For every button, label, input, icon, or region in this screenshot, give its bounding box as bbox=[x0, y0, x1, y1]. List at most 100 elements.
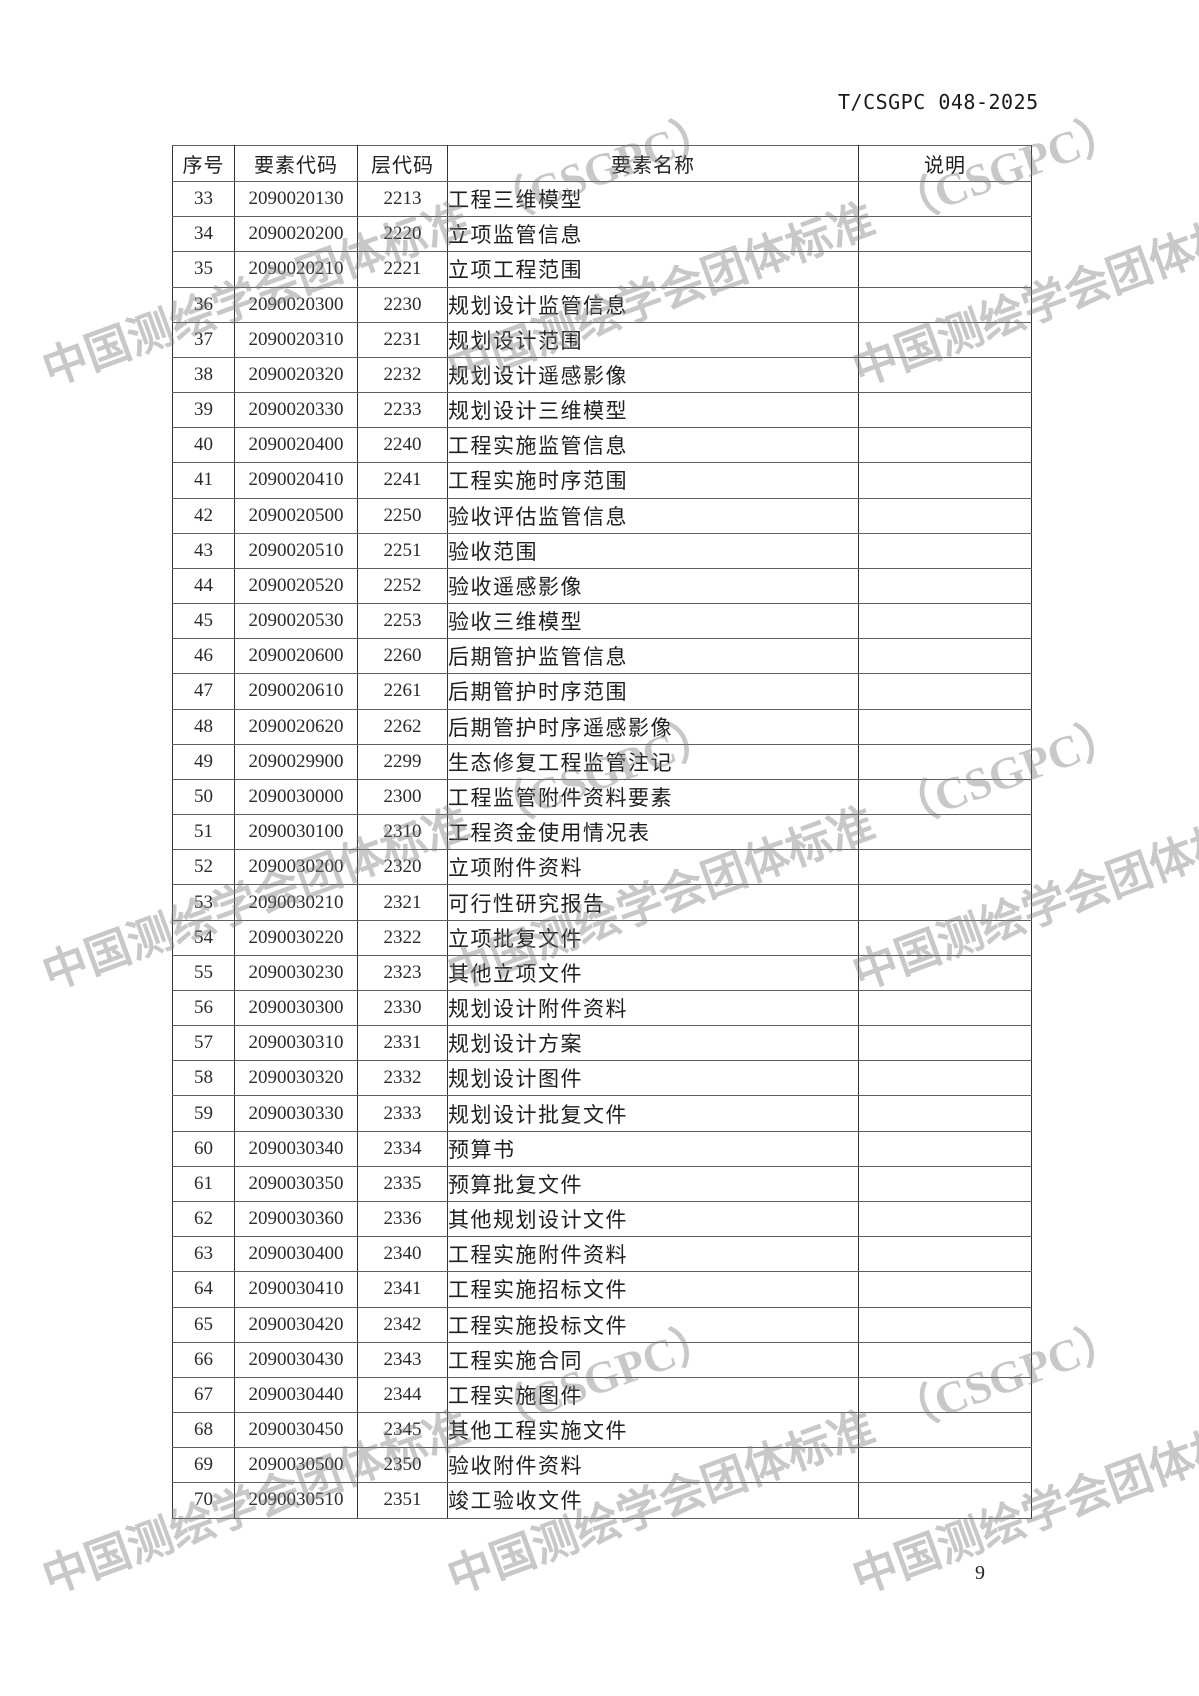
cell-no: 64 bbox=[172, 1271, 235, 1308]
table-row: 43 2090020510 2251 验收范围 bbox=[172, 532, 1032, 569]
cell-no: 43 bbox=[172, 532, 235, 569]
table-row: 53 2090030210 2321 可行性研究报告 bbox=[172, 884, 1032, 921]
cell-no: 63 bbox=[172, 1236, 235, 1273]
cell-name: 竣工验收文件 bbox=[447, 1482, 859, 1519]
cell-name: 其他立项文件 bbox=[447, 954, 859, 991]
cell-name: 立项附件资料 bbox=[447, 849, 859, 886]
table-row: 41 2090020410 2241 工程实施时序范围 bbox=[172, 462, 1032, 499]
cell-code: 2090020500 bbox=[234, 497, 358, 534]
table-row: 44 2090020520 2252 验收遥感影像 bbox=[172, 567, 1032, 605]
table-row: 57 2090030310 2331 规划设计方案 bbox=[172, 1025, 1032, 1062]
table-row: 49 2090029900 2299 生态修复工程监管注记 bbox=[172, 743, 1032, 780]
cell-code: 2090030230 bbox=[234, 954, 358, 991]
cell-layer: 2331 bbox=[357, 1025, 448, 1062]
cell-code: 2090020310 bbox=[234, 321, 358, 358]
cell-note bbox=[858, 286, 1032, 323]
table-row: 58 2090030320 2332 规划设计图件 bbox=[172, 1060, 1032, 1097]
cell-name: 后期管护时序范围 bbox=[447, 673, 859, 710]
cell-code: 2090020610 bbox=[234, 673, 358, 710]
table-row: 60 2090030340 2334 预算书 bbox=[172, 1130, 1032, 1167]
table-row: 51 2090030100 2310 工程资金使用情况表 bbox=[172, 814, 1032, 851]
cell-name: 验收附件资料 bbox=[447, 1447, 859, 1484]
table-row: 38 2090020320 2232 规划设计遥感影像 bbox=[172, 356, 1032, 394]
cell-code: 2090020210 bbox=[234, 251, 358, 288]
table-row: 70 2090030510 2351 竣工验收文件 bbox=[172, 1482, 1032, 1519]
cell-code: 2090030210 bbox=[234, 884, 358, 921]
cell-code: 2090030420 bbox=[234, 1306, 358, 1343]
cell-note bbox=[858, 778, 1032, 816]
table-row: 67 2090030440 2344 工程实施图件 bbox=[172, 1376, 1032, 1414]
cell-no: 38 bbox=[172, 356, 235, 394]
cell-name: 后期管护监管信息 bbox=[447, 638, 859, 675]
table-row: 47 2090020610 2261 后期管护时序范围 bbox=[172, 673, 1032, 710]
cell-note bbox=[858, 989, 1032, 1027]
cell-no: 56 bbox=[172, 989, 235, 1027]
cell-note bbox=[858, 814, 1032, 851]
table-row: 35 2090020210 2221 立项工程范围 bbox=[172, 251, 1032, 288]
cell-note bbox=[858, 1095, 1032, 1132]
cell-name: 生态修复工程监管注记 bbox=[447, 743, 859, 780]
cell-name: 工程实施合同 bbox=[447, 1341, 859, 1378]
cell-no: 60 bbox=[172, 1130, 235, 1167]
cell-layer: 2233 bbox=[357, 392, 448, 429]
cell-note bbox=[858, 1306, 1032, 1343]
cell-layer: 2300 bbox=[357, 778, 448, 816]
cell-name: 验收范围 bbox=[447, 532, 859, 569]
cell-code: 2090030430 bbox=[234, 1341, 358, 1378]
column-header: 要素名称 bbox=[447, 145, 859, 182]
cell-note bbox=[858, 708, 1032, 745]
table-row: 39 2090020330 2233 规划设计三维模型 bbox=[172, 392, 1032, 429]
cell-layer: 2320 bbox=[357, 849, 448, 886]
cell-code: 2090030200 bbox=[234, 849, 358, 886]
cell-layer: 2334 bbox=[357, 1130, 448, 1167]
cell-layer: 2299 bbox=[357, 743, 448, 780]
cell-layer: 2323 bbox=[357, 954, 448, 991]
cell-no: 48 bbox=[172, 708, 235, 745]
cell-note bbox=[858, 356, 1032, 394]
cell-code: 2090030330 bbox=[234, 1095, 358, 1132]
cell-code: 2090030500 bbox=[234, 1447, 358, 1484]
cell-code: 2090030350 bbox=[234, 1165, 358, 1202]
cell-name: 规划设计图件 bbox=[447, 1060, 859, 1097]
table-row: 66 2090030430 2343 工程实施合同 bbox=[172, 1341, 1032, 1378]
table-row: 62 2090030360 2336 其他规划设计文件 bbox=[172, 1200, 1032, 1238]
cell-note bbox=[858, 1271, 1032, 1308]
column-header: 序号 bbox=[172, 145, 235, 182]
table-row: 65 2090030420 2342 工程实施投标文件 bbox=[172, 1306, 1032, 1343]
column-header: 说明 bbox=[858, 145, 1032, 182]
cell-code: 2090020410 bbox=[234, 462, 358, 499]
cell-layer: 2310 bbox=[357, 814, 448, 851]
table-row: 45 2090020530 2253 验收三维模型 bbox=[172, 603, 1032, 640]
cell-note bbox=[858, 392, 1032, 429]
cell-no: 41 bbox=[172, 462, 235, 499]
cell-layer: 2262 bbox=[357, 708, 448, 745]
cell-note bbox=[858, 321, 1032, 358]
cell-name: 工程实施图件 bbox=[447, 1376, 859, 1414]
cell-note bbox=[858, 462, 1032, 499]
cell-note bbox=[858, 1447, 1032, 1484]
cell-layer: 2251 bbox=[357, 532, 448, 569]
cell-note bbox=[858, 216, 1032, 253]
cell-no: 35 bbox=[172, 251, 235, 288]
cell-layer: 2260 bbox=[357, 638, 448, 675]
cell-layer: 2250 bbox=[357, 497, 448, 534]
cell-note bbox=[858, 1130, 1032, 1167]
cell-no: 61 bbox=[172, 1165, 235, 1202]
cell-code: 2090020200 bbox=[234, 216, 358, 253]
cell-layer: 2241 bbox=[357, 462, 448, 499]
cell-code: 2090029900 bbox=[234, 743, 358, 780]
cell-layer: 2321 bbox=[357, 884, 448, 921]
cell-code: 2090020620 bbox=[234, 708, 358, 745]
cell-note bbox=[858, 251, 1032, 288]
cell-name: 工程实施时序范围 bbox=[447, 462, 859, 499]
cell-note bbox=[858, 919, 1032, 956]
cell-note bbox=[858, 1165, 1032, 1202]
element-code-table: 序号 要素代码 层代码 要素名称 说明 33 2090020130 2213 工程三维模型 34… bbox=[172, 145, 1032, 1519]
cell-no: 52 bbox=[172, 849, 235, 886]
cell-layer: 2221 bbox=[357, 251, 448, 288]
cell-layer: 2341 bbox=[357, 1271, 448, 1308]
cell-no: 42 bbox=[172, 497, 235, 534]
cell-code: 2090020130 bbox=[234, 180, 358, 218]
cell-layer: 2330 bbox=[357, 989, 448, 1027]
cell-no: 58 bbox=[172, 1060, 235, 1097]
